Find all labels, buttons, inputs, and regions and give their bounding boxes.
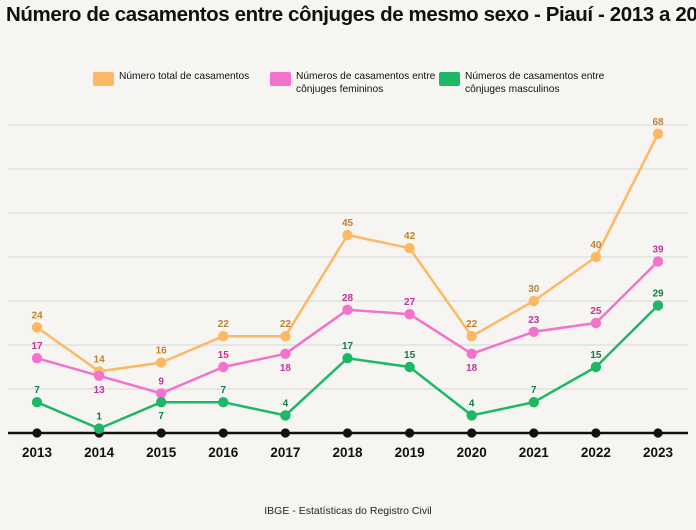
data-label: 28	[342, 293, 354, 304]
x-axis-marker	[405, 428, 415, 438]
data-label: 1	[96, 412, 102, 423]
data-point	[218, 361, 229, 373]
x-axis-marker	[591, 428, 601, 438]
data-label: 22	[466, 319, 478, 330]
data-point	[528, 295, 539, 307]
data-point	[156, 397, 167, 408]
data-point	[466, 410, 477, 421]
data-label: 7	[34, 385, 40, 396]
data-point	[31, 322, 43, 333]
x-tick-label: 2015	[146, 445, 177, 460]
x-axis-marker	[342, 428, 353, 438]
x-tick-label: 2020	[457, 445, 487, 460]
x-tick-label: 2016	[208, 445, 239, 460]
data-point	[652, 256, 664, 267]
data-label: 7	[531, 385, 537, 396]
x-tick-label: 2019	[395, 445, 425, 460]
data-label: 15	[404, 350, 416, 361]
data-label: 7	[158, 411, 164, 422]
data-label: 4	[283, 398, 289, 409]
data-point	[280, 331, 291, 342]
data-point	[31, 353, 43, 364]
data-label: 9	[158, 376, 164, 387]
data-label: 24	[31, 310, 43, 321]
data-label: 7	[221, 385, 227, 396]
x-axis-marker	[467, 428, 477, 438]
x-tick-label: 2014	[84, 445, 115, 460]
data-label: 29	[652, 288, 664, 299]
x-axis-marker	[653, 428, 663, 438]
data-label: 18	[466, 363, 478, 374]
data-point	[590, 251, 602, 263]
data-label: 17	[31, 341, 43, 352]
data-point	[342, 353, 353, 364]
data-label: 25	[590, 306, 602, 317]
series-line	[36, 260, 659, 395]
data-point	[31, 397, 43, 408]
x-tick-label: 2022	[581, 445, 611, 460]
data-label: 17	[342, 341, 354, 352]
x-axis-marker	[218, 428, 228, 438]
data-label: 14	[94, 354, 106, 365]
legend-item-male: Números de casamentos entre cônjuges mas…	[439, 71, 605, 96]
legend-item-total: Número total de casamentos	[93, 71, 259, 86]
data-label: 15	[218, 350, 230, 361]
data-label: 15	[590, 350, 602, 361]
data-point	[528, 397, 539, 408]
x-axis-marker	[280, 428, 290, 438]
data-point	[280, 410, 291, 421]
data-label: 40	[590, 240, 602, 251]
x-axis-marker	[529, 428, 539, 438]
x-tick-label: 2018	[332, 445, 363, 460]
source-note: IBGE - Estatísticas do Registro Civil	[264, 505, 432, 517]
data-label: 22	[218, 319, 230, 330]
data-point	[280, 348, 291, 359]
chart-title: Número de casamentos entre cônjuges de m…	[6, 3, 696, 26]
data-point	[404, 309, 415, 320]
data-point	[342, 304, 353, 315]
x-axis-marker	[32, 428, 42, 438]
legend-label-male: Números de casamentos entre cônjuges mas…	[465, 71, 605, 95]
data-label: 39	[652, 244, 664, 255]
data-label: 23	[528, 315, 540, 326]
data-point	[156, 388, 167, 399]
legend-label-female: Números de casamentos entre cônjuges fem…	[296, 71, 436, 95]
data-point	[218, 397, 229, 408]
data-point	[466, 348, 477, 359]
legend-swatch-male	[439, 72, 460, 86]
data-point	[404, 243, 415, 254]
data-label: 16	[156, 346, 168, 357]
data-label: 68	[652, 117, 664, 128]
data-point	[466, 331, 477, 342]
x-tick-label: 2013	[22, 445, 53, 460]
data-point	[652, 300, 664, 311]
data-point	[652, 128, 664, 139]
data-point	[404, 361, 415, 373]
legend-label-total: Número total de casamentos	[119, 71, 250, 82]
legend-item-female: Números de casamentos entre cônjuges fem…	[270, 71, 436, 96]
line-chart: 2013 2014 2015 2016 2017 2018 2019 2020 2021 2022…	[8, 117, 688, 460]
data-point	[590, 361, 602, 373]
x-tick-label: 2017	[270, 445, 300, 460]
data-label: 22	[280, 319, 292, 330]
x-tick-label: 2023	[643, 445, 674, 460]
data-label: 42	[404, 231, 416, 242]
data-label: 45	[342, 218, 354, 229]
data-label: 30	[528, 284, 540, 295]
x-axis-marker	[156, 428, 166, 438]
data-point	[156, 357, 167, 368]
x-tick-label: 2021	[519, 445, 550, 460]
data-label: 13	[94, 385, 106, 396]
data-point	[218, 331, 229, 342]
legend-swatch-total	[93, 72, 114, 86]
data-point	[93, 370, 105, 381]
data-point	[528, 326, 539, 337]
data-label: 4	[469, 398, 475, 409]
data-point	[590, 317, 602, 329]
data-point	[342, 229, 353, 241]
legend-swatch-female	[270, 72, 291, 86]
data-label: 18	[280, 363, 292, 374]
data-label: 27	[404, 297, 416, 308]
data-point	[93, 423, 105, 434]
